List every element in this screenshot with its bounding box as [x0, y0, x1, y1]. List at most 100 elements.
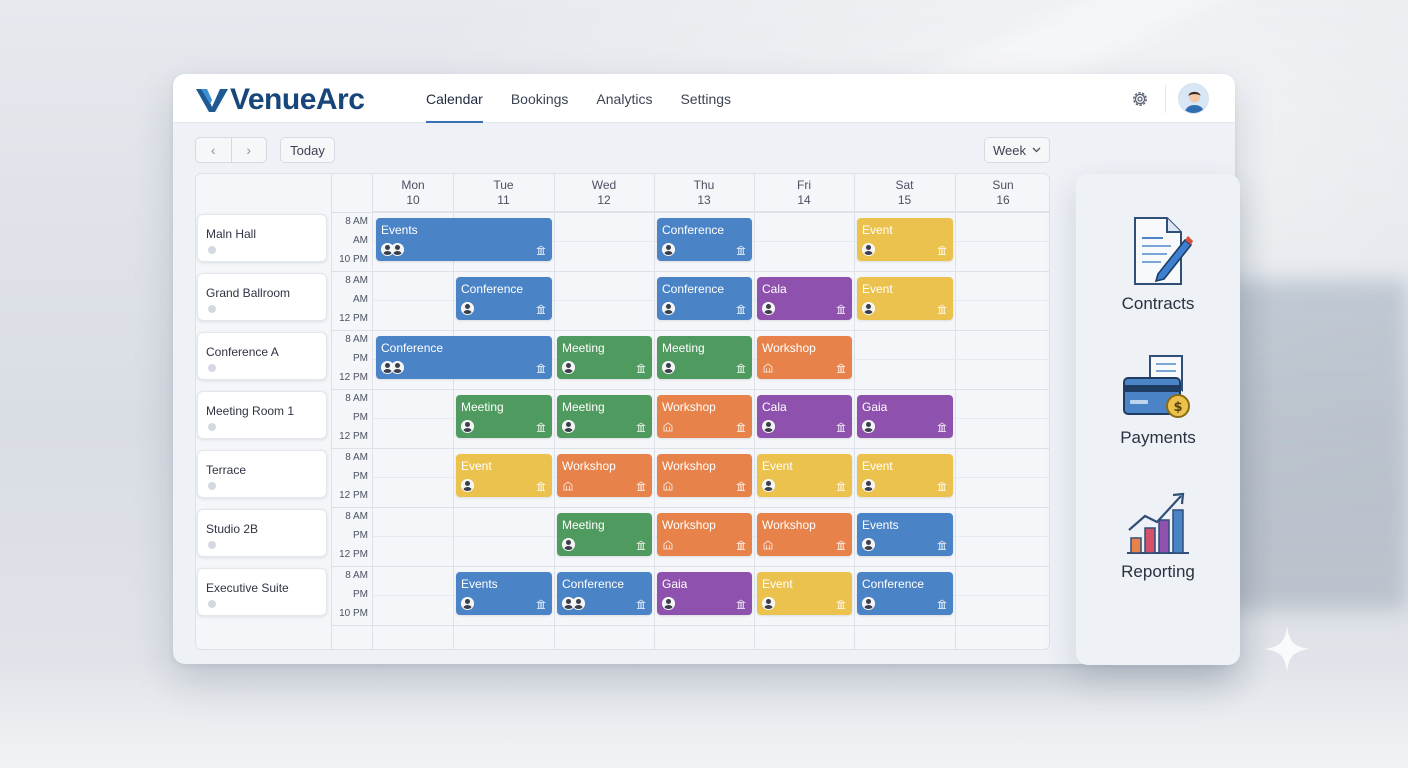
day-header: Tue 11 [453, 174, 554, 212]
side-item-contracts[interactable]: Contracts [1076, 216, 1240, 314]
tab-bookings[interactable]: Bookings [510, 90, 569, 107]
event-attendees [461, 479, 474, 492]
event-block[interactable]: Conference [557, 572, 652, 615]
today-button[interactable]: Today [280, 137, 335, 163]
time-label: 8 AM [345, 334, 368, 345]
chevron-left-icon[interactable]: ‹ [210, 142, 216, 158]
day-header: Wed 12 [554, 174, 654, 212]
attendee-avatar-icon [662, 597, 675, 610]
event-block[interactable]: Conference [657, 277, 752, 320]
event-title: Events [381, 223, 418, 237]
row-divider [332, 507, 1049, 508]
side-item-reporting[interactable]: Reporting [1076, 490, 1240, 582]
event-block[interactable]: Meeting [557, 513, 652, 556]
event-block[interactable]: Events [857, 513, 953, 556]
event-title: Event [862, 459, 893, 473]
event-block[interactable]: Event [456, 454, 552, 497]
event-block[interactable]: Events [456, 572, 552, 615]
event-block[interactable]: Meeting [557, 336, 652, 379]
chevron-right-icon[interactable]: › [230, 138, 267, 162]
venue-building-icon [536, 245, 546, 255]
time-label: PM [353, 412, 368, 423]
event-block[interactable]: Workshop [657, 395, 752, 438]
venue-building-icon [636, 363, 646, 373]
side-item-payments[interactable]: $ Payments [1076, 352, 1240, 448]
event-block[interactable]: Conference [456, 277, 552, 320]
event-title: Workshop [562, 459, 616, 473]
event-block[interactable]: Meeting [456, 395, 552, 438]
time-label: PM [353, 471, 368, 482]
event-block[interactable]: Workshop [657, 454, 752, 497]
event-title: Workshop [662, 459, 716, 473]
view-select[interactable]: Week [984, 137, 1050, 163]
attendee-avatar-icon [381, 361, 394, 374]
event-title: Gaia [662, 577, 688, 591]
building-icon [663, 481, 673, 491]
day-date: 11 [497, 193, 510, 207]
venue-card[interactable]: Grand Ballroom [197, 273, 327, 321]
venue-card[interactable]: Meeting Room 1 [197, 391, 327, 439]
event-block[interactable]: Meeting [557, 395, 652, 438]
sparkle-icon [1264, 626, 1310, 672]
event-block[interactable]: Event [857, 218, 953, 261]
event-block[interactable]: Workshop [757, 336, 852, 379]
venue-card[interactable]: Maln Hall [197, 214, 327, 262]
event-block[interactable]: Workshop [557, 454, 652, 497]
venue-card[interactable]: Studio 2B [197, 509, 327, 557]
tab-calendar[interactable]: Calendar [426, 74, 483, 123]
attendee-avatar-icon [762, 597, 775, 610]
venue-status-dot [208, 364, 216, 372]
event-block[interactable]: Events [376, 218, 552, 261]
event-block[interactable]: Meeting [657, 336, 752, 379]
event-block[interactable]: Cala [757, 395, 852, 438]
day-header: Fri 14 [754, 174, 854, 212]
gear-icon[interactable] [1130, 89, 1150, 109]
event-block[interactable]: Conference [376, 336, 552, 379]
row-divider [332, 566, 1049, 567]
tab-analytics[interactable]: Analytics [596, 90, 653, 107]
venue-building-icon [736, 540, 746, 550]
row-divider [332, 389, 1049, 390]
event-block[interactable]: Event [857, 454, 953, 497]
event-attendees [662, 361, 675, 374]
logo[interactable]: VenueArc [195, 83, 365, 117]
venue-status-dot [208, 246, 216, 254]
venue-name: Conference A [206, 345, 279, 359]
event-block[interactable]: Event [857, 277, 953, 320]
event-block[interactable]: Workshop [757, 513, 852, 556]
row-divider [332, 448, 1049, 449]
event-attendees [862, 597, 875, 610]
attendee-avatar-icon [762, 420, 775, 433]
event-block[interactable]: Conference [657, 218, 752, 261]
attendee-avatar-icon [862, 479, 875, 492]
event-block[interactable]: Workshop [657, 513, 752, 556]
user-avatar[interactable] [1178, 83, 1209, 114]
event-block[interactable]: Event [757, 572, 852, 615]
event-title: Gaia [862, 400, 888, 414]
event-block[interactable]: Event [757, 454, 852, 497]
day-name: Tue [493, 178, 514, 192]
venue-building-icon [736, 481, 746, 491]
event-block[interactable]: Conference [857, 572, 953, 615]
event-title: Meeting [562, 341, 605, 355]
attendee-avatar-icon [381, 243, 394, 256]
tab-settings[interactable]: Settings [680, 90, 732, 107]
event-title: Meeting [662, 341, 705, 355]
attendee-avatar-icon [862, 420, 875, 433]
time-label: 8 AM [345, 511, 368, 522]
event-block[interactable]: Gaia [657, 572, 752, 615]
event-block[interactable]: Gaia [857, 395, 953, 438]
event-attendees [562, 420, 575, 433]
venue-card[interactable]: Terrace [197, 450, 327, 498]
event-title: Workshop [662, 518, 716, 532]
day-date: 15 [897, 193, 912, 207]
attendee-avatar-icon [461, 479, 474, 492]
venue-card[interactable]: Conference A [197, 332, 327, 380]
venue-card[interactable]: Executive Suite [197, 568, 327, 616]
event-title: Cala [762, 282, 787, 296]
event-block[interactable]: Cala [757, 277, 852, 320]
venue-building-icon [736, 363, 746, 373]
event-title: Conference [562, 577, 625, 591]
event-title: Conference [381, 341, 444, 355]
event-title: Events [461, 577, 498, 591]
